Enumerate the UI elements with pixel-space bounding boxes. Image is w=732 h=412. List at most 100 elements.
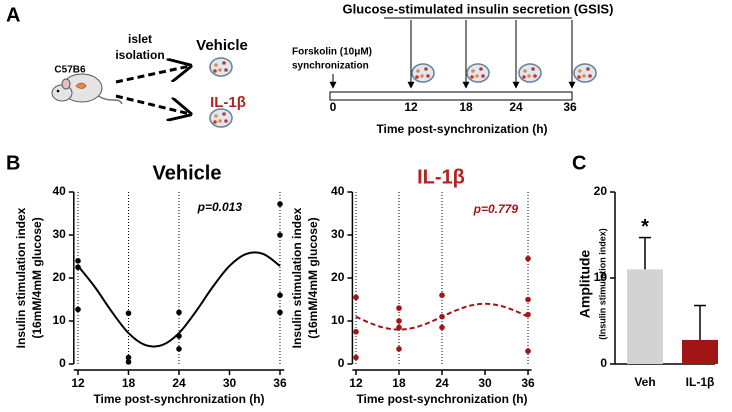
dish-dot <box>424 67 428 71</box>
y-tick-label: 10 <box>331 313 345 327</box>
x-tick-label: IL-1β <box>686 375 715 389</box>
x-tick-label: 24 <box>172 376 186 390</box>
dish-dot <box>471 69 475 73</box>
dish-dot <box>415 75 419 79</box>
dish-dot <box>420 74 424 78</box>
dish-dot <box>475 74 479 78</box>
x-tick-label: 30 <box>478 376 492 390</box>
x-axis-label: Time post-synchronization (h) <box>93 392 264 406</box>
data-point <box>75 306 81 313</box>
dish-dot <box>522 75 526 79</box>
chart-title: Vehicle <box>153 162 222 184</box>
y-tick-label: 20 <box>331 270 345 284</box>
dish-dot <box>523 69 527 73</box>
data-point <box>176 346 182 352</box>
y-tick-label: 40 <box>52 184 66 198</box>
x-tick-label: 12 <box>349 376 363 390</box>
y-axis-label: (16mM/4mM glucose) <box>30 217 44 338</box>
arrow <box>115 94 190 114</box>
dish-dot <box>416 69 420 73</box>
data-point <box>396 346 402 352</box>
data-point <box>396 305 402 311</box>
diagram-title: Glucose-stimulated insulin secretion (GS… <box>343 1 614 16</box>
arrow <box>115 66 190 84</box>
dish-dot <box>222 61 226 65</box>
y-axis-label: (16mM/4mM glucose) <box>306 217 320 338</box>
y-tick-label: 20 <box>52 270 66 284</box>
data-point <box>396 324 402 331</box>
x-axis-label: Time post-synchronization (h) <box>356 392 527 406</box>
data-point <box>75 264 81 271</box>
chart-title: IL-1β <box>417 166 465 188</box>
data-point <box>277 201 283 207</box>
dish-dot <box>224 119 228 123</box>
y-axis-label: (Insulin stimulation index) <box>597 228 607 340</box>
sync-label: Forskolin (10μM) <box>292 47 372 58</box>
dish-dot <box>586 67 590 71</box>
dish-icon <box>466 63 490 83</box>
data-point <box>75 258 81 264</box>
x-tick-label: 18 <box>392 376 406 390</box>
timeline-bar <box>329 91 573 101</box>
data-point <box>277 292 283 299</box>
dish-dot <box>582 74 586 78</box>
data-point <box>353 354 359 361</box>
data-point <box>125 359 132 365</box>
data-point <box>439 324 445 331</box>
dish-dot <box>531 67 535 71</box>
data-point <box>353 328 359 335</box>
dish-dot <box>527 74 531 78</box>
dish-dot <box>577 75 581 79</box>
dish-dot <box>533 74 537 78</box>
data-point <box>396 318 402 324</box>
bar <box>627 269 663 364</box>
data-point <box>525 311 531 318</box>
dish-dot <box>218 119 222 123</box>
p-value: p=0.013 <box>197 200 243 214</box>
dish-icon <box>573 63 597 83</box>
y-tick-label: 0 <box>338 356 345 370</box>
timeline-label: Time post-synchronization (h) <box>376 122 547 136</box>
y-tick-label: 10 <box>52 313 66 327</box>
data-point <box>176 309 182 316</box>
dish-dot <box>213 120 217 124</box>
arrow-label: islet <box>128 32 152 46</box>
mouse-label: C57B6 <box>54 65 86 76</box>
x-tick-label: 12 <box>71 376 85 390</box>
data-point <box>125 310 132 317</box>
dish-dot <box>213 69 217 73</box>
bar <box>682 339 718 364</box>
timeline-tick: 12 <box>404 100 418 114</box>
y-axis-label: Insulin stimulation index <box>14 207 28 348</box>
arrow-label: isolation <box>115 48 164 62</box>
dish-dot <box>479 67 483 71</box>
sync-label: synchronization <box>292 61 369 72</box>
dish-dot <box>224 68 228 72</box>
data-point <box>277 232 283 238</box>
data-point <box>439 292 445 299</box>
timeline-tick: 36 <box>563 100 577 114</box>
dish-dot <box>588 74 592 78</box>
dish-dot <box>426 74 430 78</box>
data-point <box>439 313 445 320</box>
data-point <box>525 348 531 354</box>
y-axis-label: Insulin stimulation index <box>290 207 304 348</box>
dish-dot <box>481 74 485 78</box>
panel-label: A <box>6 4 20 26</box>
x-tick-label: 36 <box>521 376 535 390</box>
timeline-tick: 18 <box>459 100 473 114</box>
y-tick-label: 30 <box>52 227 66 241</box>
x-tick-label: 24 <box>435 376 449 390</box>
y-tick-label: 10 <box>594 270 608 284</box>
y-tick-label: 20 <box>594 184 608 198</box>
dish-icon <box>518 63 542 83</box>
dish-icon <box>209 57 233 77</box>
x-tick-label: 36 <box>273 376 287 390</box>
mouse-icon <box>51 73 123 105</box>
timeline-tick: 0 <box>330 100 337 114</box>
x-tick-label: Veh <box>634 375 655 389</box>
dish-icon <box>209 108 233 128</box>
dish-dot <box>578 69 582 73</box>
vehicle-label: Vehicle <box>196 37 248 54</box>
